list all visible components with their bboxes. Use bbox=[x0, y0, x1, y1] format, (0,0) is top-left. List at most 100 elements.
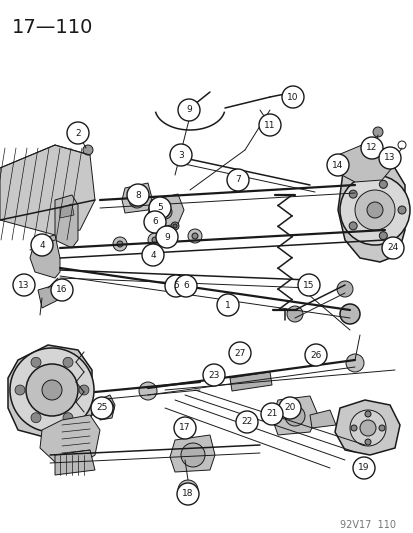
Text: 92V17  110: 92V17 110 bbox=[339, 520, 395, 530]
Text: 24: 24 bbox=[387, 244, 398, 253]
Circle shape bbox=[83, 145, 93, 155]
Circle shape bbox=[63, 357, 73, 367]
Circle shape bbox=[372, 127, 382, 137]
Polygon shape bbox=[122, 183, 152, 213]
Circle shape bbox=[79, 385, 89, 395]
Circle shape bbox=[165, 275, 187, 297]
Polygon shape bbox=[230, 372, 271, 391]
Circle shape bbox=[142, 244, 164, 266]
Text: 3: 3 bbox=[178, 150, 183, 159]
Circle shape bbox=[177, 483, 199, 505]
Circle shape bbox=[359, 420, 375, 436]
Circle shape bbox=[297, 274, 319, 296]
Circle shape bbox=[349, 410, 385, 446]
Circle shape bbox=[129, 192, 145, 208]
Polygon shape bbox=[30, 235, 60, 278]
Circle shape bbox=[345, 354, 363, 372]
Circle shape bbox=[278, 397, 300, 419]
Circle shape bbox=[326, 154, 348, 176]
Circle shape bbox=[352, 457, 374, 479]
Text: 26: 26 bbox=[310, 351, 321, 359]
Text: 17—110: 17—110 bbox=[12, 18, 93, 37]
Circle shape bbox=[117, 241, 123, 247]
Circle shape bbox=[350, 425, 356, 431]
Circle shape bbox=[202, 364, 224, 386]
Circle shape bbox=[98, 400, 114, 416]
Polygon shape bbox=[8, 345, 92, 438]
Circle shape bbox=[183, 485, 192, 495]
Polygon shape bbox=[309, 410, 335, 428]
Circle shape bbox=[144, 211, 166, 233]
Circle shape bbox=[139, 382, 157, 400]
Circle shape bbox=[67, 122, 89, 144]
Text: 20: 20 bbox=[284, 403, 295, 413]
Text: 1: 1 bbox=[225, 301, 230, 310]
Polygon shape bbox=[335, 145, 391, 182]
Circle shape bbox=[15, 385, 25, 395]
Polygon shape bbox=[55, 450, 95, 475]
Circle shape bbox=[360, 137, 382, 159]
Circle shape bbox=[284, 406, 304, 426]
Circle shape bbox=[178, 99, 199, 121]
Polygon shape bbox=[334, 400, 399, 455]
Circle shape bbox=[175, 275, 197, 297]
Polygon shape bbox=[147, 194, 183, 228]
Text: 9: 9 bbox=[186, 106, 191, 115]
Text: 22: 22 bbox=[241, 417, 252, 426]
Circle shape bbox=[259, 114, 280, 136]
Circle shape bbox=[180, 443, 204, 467]
Text: 27: 27 bbox=[234, 349, 245, 358]
Circle shape bbox=[378, 147, 400, 169]
Circle shape bbox=[156, 226, 178, 248]
Text: 19: 19 bbox=[357, 464, 369, 472]
Text: 4: 4 bbox=[150, 251, 155, 260]
Circle shape bbox=[397, 206, 405, 214]
Circle shape bbox=[158, 205, 171, 219]
Circle shape bbox=[152, 237, 158, 243]
Polygon shape bbox=[55, 195, 78, 248]
Circle shape bbox=[91, 397, 113, 419]
Circle shape bbox=[364, 411, 370, 417]
Circle shape bbox=[378, 180, 387, 188]
Circle shape bbox=[170, 144, 192, 166]
Text: 5: 5 bbox=[157, 204, 162, 213]
Circle shape bbox=[147, 233, 161, 247]
Circle shape bbox=[173, 417, 195, 439]
Text: 13: 13 bbox=[18, 280, 30, 289]
Polygon shape bbox=[98, 395, 115, 420]
Circle shape bbox=[31, 357, 41, 367]
Text: 17: 17 bbox=[179, 424, 190, 432]
Circle shape bbox=[216, 294, 238, 316]
Text: 25: 25 bbox=[96, 403, 107, 413]
Circle shape bbox=[31, 413, 41, 423]
Circle shape bbox=[63, 413, 73, 423]
Circle shape bbox=[366, 202, 382, 218]
Text: 13: 13 bbox=[383, 154, 395, 163]
Circle shape bbox=[188, 229, 202, 243]
Circle shape bbox=[354, 190, 394, 230]
Text: 9: 9 bbox=[164, 232, 169, 241]
Circle shape bbox=[339, 304, 359, 324]
Circle shape bbox=[286, 306, 302, 322]
Text: 23: 23 bbox=[208, 370, 219, 379]
Polygon shape bbox=[271, 396, 317, 435]
Text: 14: 14 bbox=[332, 160, 343, 169]
Circle shape bbox=[31, 234, 53, 256]
Circle shape bbox=[51, 279, 73, 301]
Text: 6: 6 bbox=[152, 217, 157, 227]
Circle shape bbox=[381, 237, 403, 259]
Polygon shape bbox=[40, 415, 100, 465]
Text: 5: 5 bbox=[173, 281, 178, 290]
Circle shape bbox=[173, 224, 177, 228]
Circle shape bbox=[364, 439, 370, 445]
Text: 2: 2 bbox=[75, 128, 81, 138]
Text: 8: 8 bbox=[135, 190, 140, 199]
Circle shape bbox=[127, 184, 149, 206]
Circle shape bbox=[26, 364, 78, 416]
Circle shape bbox=[339, 175, 409, 245]
Polygon shape bbox=[60, 204, 74, 218]
Polygon shape bbox=[337, 150, 404, 262]
Circle shape bbox=[235, 411, 257, 433]
Text: 21: 21 bbox=[266, 409, 277, 418]
Text: 7: 7 bbox=[235, 175, 240, 184]
